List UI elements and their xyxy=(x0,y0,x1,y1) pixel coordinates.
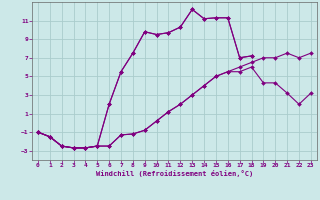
X-axis label: Windchill (Refroidissement éolien,°C): Windchill (Refroidissement éolien,°C) xyxy=(96,170,253,177)
